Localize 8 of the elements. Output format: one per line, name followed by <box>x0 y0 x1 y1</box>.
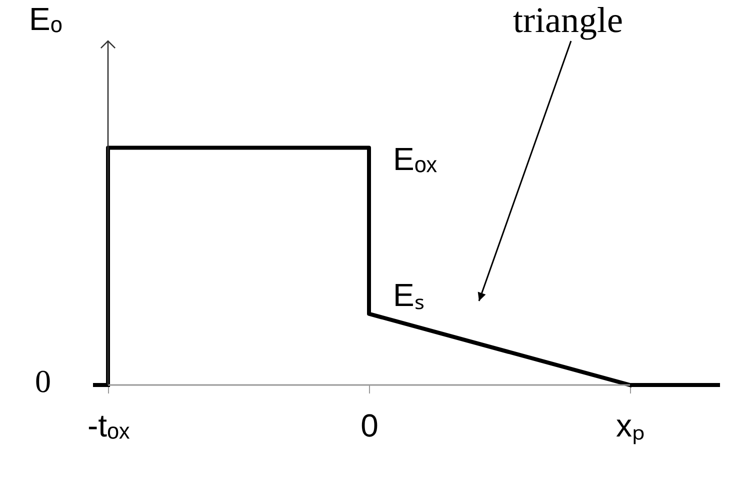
x-tick-label: 0 <box>360 408 378 444</box>
x-tick-label: xₚ <box>616 408 645 444</box>
annotation: Eₒₓ <box>393 140 438 177</box>
text: triangle <box>513 0 623 40</box>
x-tick-label: -tₒₓ <box>87 408 130 444</box>
annotation: Eₛ <box>393 276 424 313</box>
text: 0 <box>35 363 51 399</box>
y-axis-title: Eₒ <box>29 1 62 37</box>
